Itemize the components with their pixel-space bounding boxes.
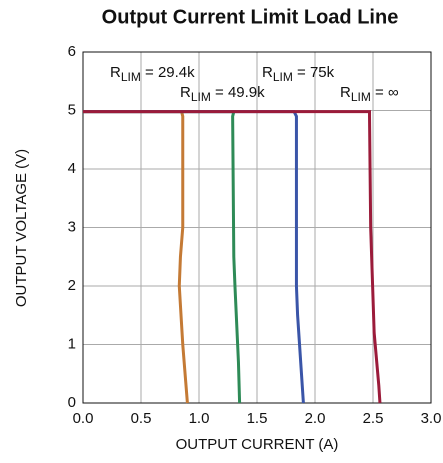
x-tick-label: 2.0 xyxy=(305,410,326,427)
y-tick-label: 2 xyxy=(68,277,76,294)
series-line xyxy=(83,110,189,404)
label-subscript: LIM xyxy=(121,70,141,84)
plot-frame xyxy=(82,51,432,404)
series-line xyxy=(83,110,305,404)
label-part: R xyxy=(340,84,351,101)
y-tick-label: 3 xyxy=(68,218,76,235)
y-axis-label: OUTPUT VOLTAGE (V) xyxy=(13,149,30,307)
label-part: = 49.9k xyxy=(211,84,265,101)
x-axis-label: OUTPUT CURRENT (A) xyxy=(176,436,339,453)
label-subscript: LIM xyxy=(191,90,211,104)
x-tick-label: 2.5 xyxy=(363,410,384,427)
series-label: RLIM = 75k xyxy=(262,64,335,84)
label-part: R xyxy=(180,84,191,101)
series-label: RLIM = 29.4k xyxy=(110,64,195,84)
y-tick-label: 6 xyxy=(68,43,76,60)
x-tick-label: 0.5 xyxy=(131,410,152,427)
y-tick-label: 4 xyxy=(68,160,76,177)
series-label: RLIM = 49.9k xyxy=(180,84,265,104)
y-tick-label: 5 xyxy=(68,101,76,118)
label-subscript: LIM xyxy=(351,90,371,104)
label-part: = 29.4k xyxy=(141,64,195,81)
label-subscript: LIM xyxy=(273,70,293,84)
label-part: = ∞ xyxy=(371,84,399,101)
x-tick-label: 0.0 xyxy=(73,410,94,427)
series-line xyxy=(83,110,382,404)
label-part: R xyxy=(110,64,121,81)
chart-title: Output Current Limit Load Line xyxy=(102,6,399,28)
series-line xyxy=(83,110,242,404)
x-tick-label: 3.0 xyxy=(421,410,442,427)
y-tick-label: 0 xyxy=(68,394,76,411)
label-part: = 75k xyxy=(293,64,335,81)
series-label: RLIM = ∞ xyxy=(340,84,399,104)
x-tick-label: 1.0 xyxy=(189,410,210,427)
label-part: R xyxy=(262,64,273,81)
y-tick-label: 1 xyxy=(68,335,76,352)
x-tick-label: 1.5 xyxy=(247,410,268,427)
